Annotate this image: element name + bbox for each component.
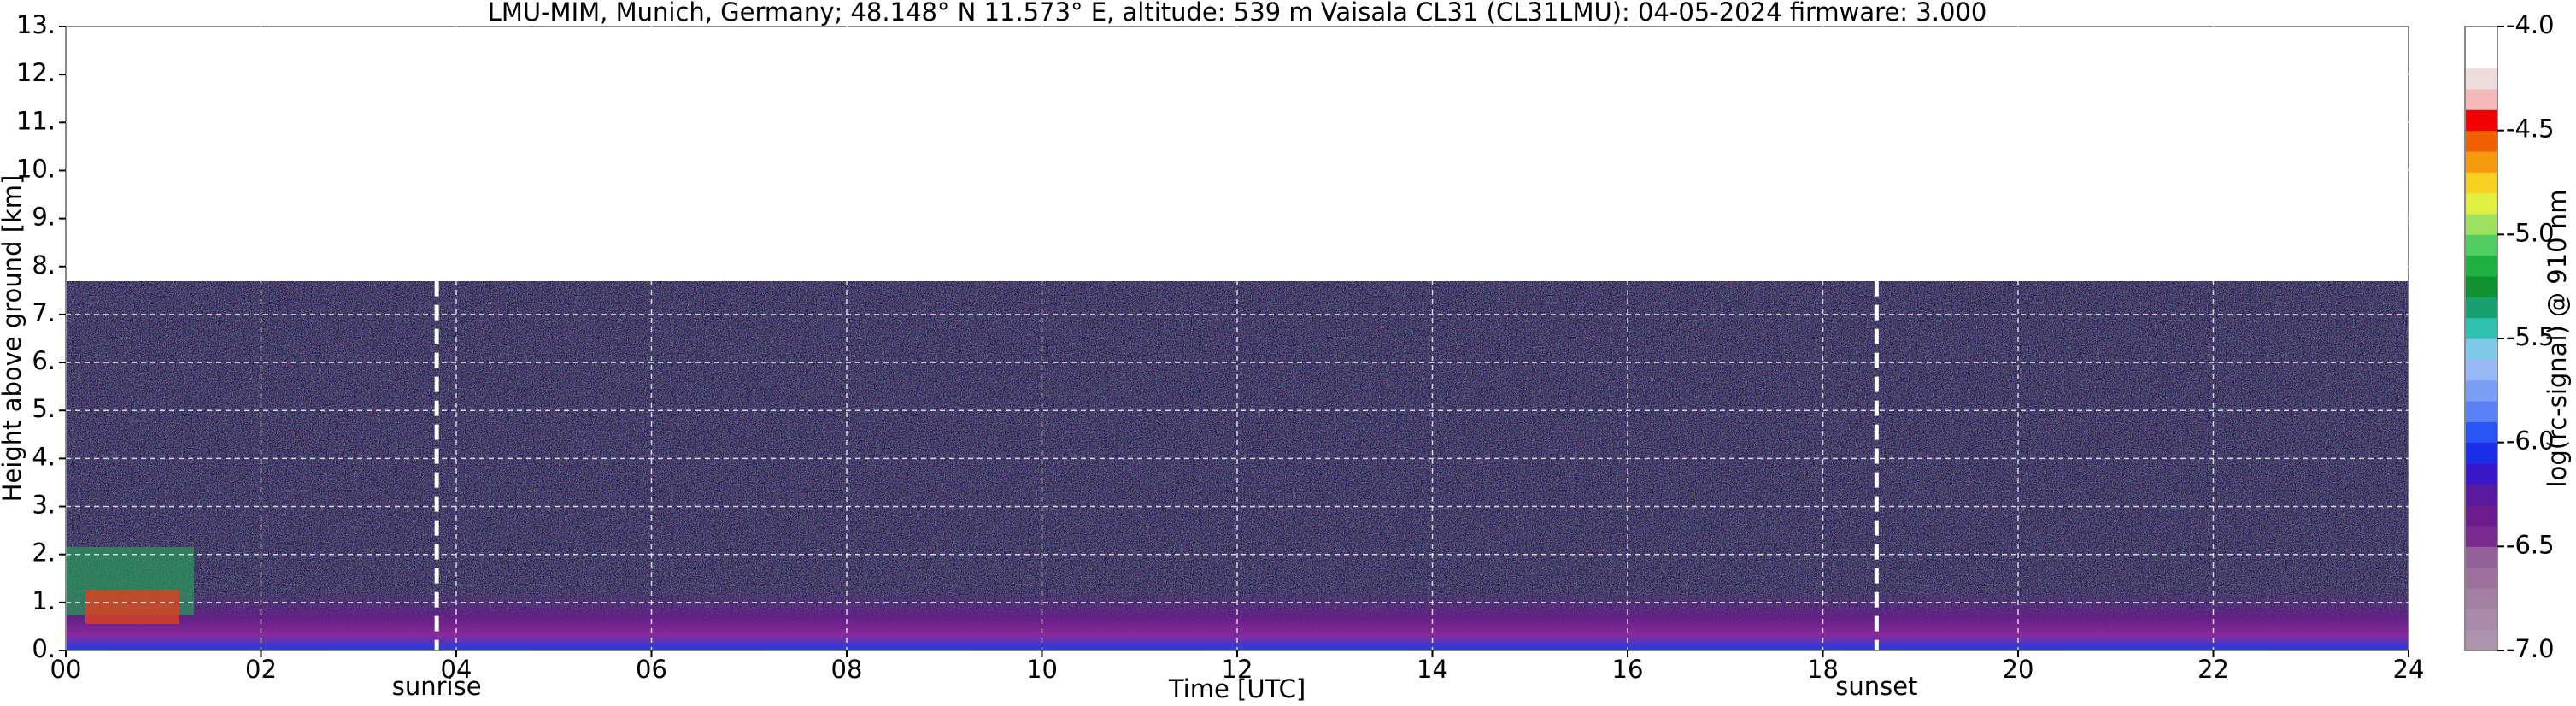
y-tick-label: 6.	[32, 346, 56, 375]
x-axis-label: Time [UTC]	[1168, 674, 1306, 703]
colorbar-segment	[2465, 214, 2497, 235]
colorbar-segment	[2465, 297, 2497, 319]
colorbar-tick-label: -5.5	[2506, 322, 2555, 351]
y-tick-label: 2.	[32, 538, 56, 568]
colorbar-segment	[2465, 401, 2497, 422]
sun-label: sunrise	[392, 672, 482, 701]
colorbar-label: log(rc-signal) @ 910 nm	[2543, 190, 2572, 488]
colorbar-segment	[2465, 338, 2497, 360]
signal-noise	[66, 281, 2409, 650]
colorbar-tick-label: -7.0	[2506, 634, 2555, 663]
x-tick-label: 00	[50, 655, 82, 684]
colorbar-segment	[2465, 504, 2497, 527]
y-tick-label: 3.	[32, 491, 56, 520]
x-tick-label: 14	[1417, 655, 1448, 684]
aerosol-layer	[85, 590, 179, 624]
y-axis-label: Height above ground [km]	[0, 175, 26, 503]
y-tick-label: 12.	[16, 58, 56, 87]
y-tick-label: 8.	[32, 250, 56, 279]
x-tick-label: 10	[1026, 655, 1058, 684]
colorbar-segment	[2465, 629, 2497, 651]
y-tick-label: 7.	[32, 298, 56, 327]
y-tick-label: 5.	[32, 394, 56, 423]
colorbar-tick-label: -5.0	[2506, 218, 2555, 247]
x-tick-label: 08	[831, 655, 863, 684]
colorbar-segment	[2465, 442, 2497, 464]
colorbar-segment	[2465, 68, 2497, 90]
y-tick-label: 0.	[32, 634, 56, 663]
colorbar-segment	[2465, 192, 2497, 215]
colorbar-segment	[2465, 421, 2497, 444]
colorbar-segment	[2465, 130, 2497, 152]
x-tick-label: 18	[1807, 655, 1839, 684]
colorbar-segment	[2465, 109, 2497, 132]
y-tick-label: 10.	[16, 154, 56, 183]
y-tick-label: 9.	[32, 203, 56, 232]
colorbar-segment	[2465, 47, 2497, 69]
colorbar-segment	[2465, 255, 2497, 277]
y-tick-label: 1.	[32, 586, 56, 615]
colorbar-segment	[2465, 379, 2497, 402]
colorbar-tick-label: -4.0	[2506, 10, 2555, 39]
colorbar-tick-label: -4.5	[2506, 115, 2555, 144]
colorbar-segment	[2465, 526, 2497, 547]
x-tick-label: 20	[2003, 655, 2034, 684]
x-tick-label: 12	[1222, 655, 1253, 684]
colorbar-segment	[2465, 463, 2497, 485]
colorbar-segment	[2465, 484, 2497, 506]
colorbar-segment	[2465, 172, 2497, 194]
colorbar-segment	[2465, 26, 2497, 48]
x-tick-label: 24	[2393, 655, 2425, 684]
x-tick-label: 04	[441, 655, 472, 684]
y-tick-label: 13.	[16, 10, 56, 39]
x-tick-label: 16	[1612, 655, 1644, 684]
colorbar-segment	[2465, 151, 2497, 173]
x-tick-label: 06	[636, 655, 667, 684]
colorbar-segment	[2465, 89, 2497, 110]
colorbar-tick-label: -6.0	[2506, 427, 2555, 456]
colorbar-segment	[2465, 359, 2497, 381]
x-tick-label: 02	[245, 655, 277, 684]
sun-label: sunset	[1835, 672, 1917, 701]
colorbar-segment	[2465, 567, 2497, 589]
colorbar-segment	[2465, 609, 2497, 631]
y-tick-label: 4.	[32, 442, 56, 471]
colorbar-tick-label: -6.5	[2506, 530, 2555, 559]
colorbar-segment	[2465, 546, 2497, 568]
colorbar-segment	[2465, 317, 2497, 339]
colorbar-segment	[2465, 234, 2497, 256]
chart-title: LMU-MIM, Munich, Germany; 48.148° N 11.5…	[488, 0, 1987, 26]
colorbar-segment	[2465, 588, 2497, 609]
x-tick-label: 22	[2198, 655, 2229, 684]
y-tick-label: 11.	[16, 106, 56, 135]
colorbar-segment	[2465, 276, 2497, 297]
